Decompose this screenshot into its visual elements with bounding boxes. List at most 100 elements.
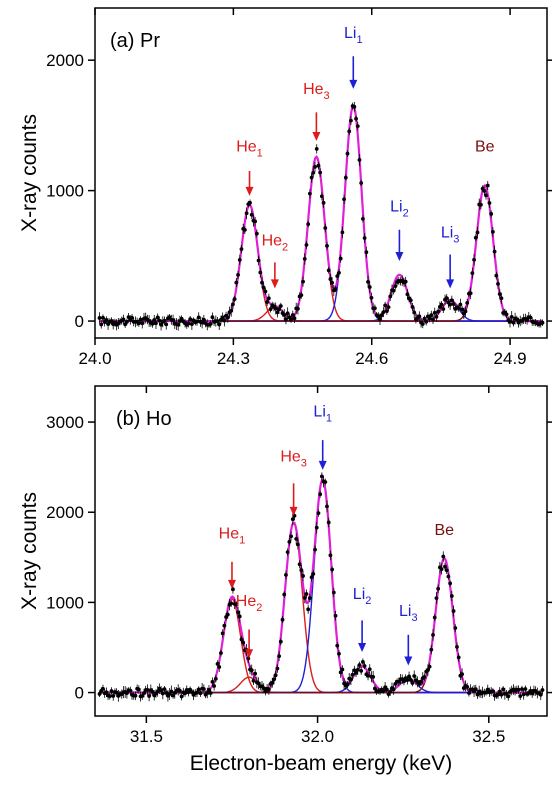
data-point [304, 592, 309, 596]
data-point [460, 307, 464, 312]
data-point [485, 687, 490, 692]
data-point [489, 212, 494, 216]
x-tick-label: 24.0 [78, 349, 111, 368]
data-point [140, 321, 145, 326]
data-point [369, 295, 374, 300]
data-point [514, 317, 519, 322]
data-point [195, 319, 199, 324]
data-point [419, 679, 423, 684]
data-points [97, 101, 545, 331]
data-point [260, 280, 264, 285]
data-point [403, 279, 408, 284]
component-fit-curve [99, 274, 543, 322]
data-point [253, 219, 258, 224]
data-point [313, 165, 317, 169]
data-point [284, 572, 288, 577]
data-point [285, 550, 290, 554]
data-point [451, 609, 456, 613]
peak-arrow-head [446, 279, 455, 289]
data-point [104, 318, 109, 322]
data-point [420, 322, 425, 326]
component-fit-curve [99, 598, 543, 694]
data-point [292, 316, 297, 321]
data-point [482, 189, 487, 193]
panel-a: 24.0 24.3 24.6 24.9 0 1000 2000 He1 He2 He3 Li1 Li… [18, 7, 552, 368]
y-tick-label: 3000 [46, 413, 84, 432]
data-point [210, 679, 215, 684]
data-point [297, 562, 302, 567]
panel-label-b: (b) Ho [116, 408, 172, 430]
data-point [311, 170, 316, 175]
peak-arrow-head [395, 252, 404, 262]
data-point [309, 175, 314, 180]
data-point [256, 258, 261, 263]
data-point [284, 317, 288, 322]
data-point [449, 298, 454, 303]
data-point [436, 309, 441, 314]
data-point [246, 656, 251, 661]
data-point [441, 554, 446, 559]
data-point [325, 504, 329, 509]
data-point [164, 322, 169, 327]
data-point [455, 644, 459, 649]
peak-label: Be [434, 522, 454, 539]
axis-ticks: 31.5 32.0 32.5 0 1000 2000 3000 [46, 386, 552, 746]
data-point [321, 200, 326, 205]
peak-label-subscript: 1 [257, 147, 263, 159]
data-point [205, 691, 210, 695]
data-point [101, 315, 105, 320]
data-point [121, 317, 126, 322]
panel-label-a: (a) Pr [110, 30, 160, 52]
data-point [343, 175, 348, 180]
data-point [412, 310, 417, 315]
data-point [150, 321, 155, 326]
x-tick-label: 24.6 [355, 349, 388, 368]
data-point [183, 691, 187, 696]
data-point [304, 243, 309, 247]
data-point [162, 318, 167, 323]
data-point [434, 596, 439, 601]
data-point [326, 268, 331, 273]
data-point [490, 689, 495, 694]
data-point [101, 686, 105, 691]
data-point [410, 681, 415, 685]
data-point [484, 690, 488, 695]
data-point [130, 315, 134, 320]
data-point [241, 640, 246, 645]
data-point [381, 310, 386, 315]
x-tick-label: 24.3 [217, 349, 250, 368]
data-point [473, 235, 478, 240]
data-point [126, 315, 131, 320]
data-point [323, 226, 328, 230]
data-point [220, 631, 225, 636]
data-point [171, 318, 175, 323]
data-point [499, 692, 504, 697]
data-point [408, 298, 413, 303]
data-point [458, 302, 463, 307]
data-point [372, 686, 377, 691]
data-point [388, 294, 393, 299]
data-point [434, 314, 439, 319]
data-point [432, 615, 437, 620]
data-point [475, 230, 480, 235]
peak-label: Li1 [344, 25, 363, 46]
data-point [378, 317, 382, 322]
data-point [431, 317, 435, 322]
data-point [301, 574, 305, 578]
data-point [229, 308, 234, 313]
data-point [425, 668, 430, 672]
data-point [391, 288, 396, 293]
data-point [335, 643, 340, 648]
data-point [525, 318, 529, 322]
data-points [97, 472, 545, 702]
data-point [424, 319, 429, 324]
data-point [355, 124, 360, 128]
data-point [361, 217, 365, 221]
data-point [189, 322, 194, 326]
data-point [237, 614, 242, 619]
data-point [361, 660, 365, 664]
data-point [213, 676, 218, 681]
peak-label: He3 [303, 81, 330, 102]
component-fit-curve [99, 299, 543, 322]
data-point [124, 319, 129, 324]
